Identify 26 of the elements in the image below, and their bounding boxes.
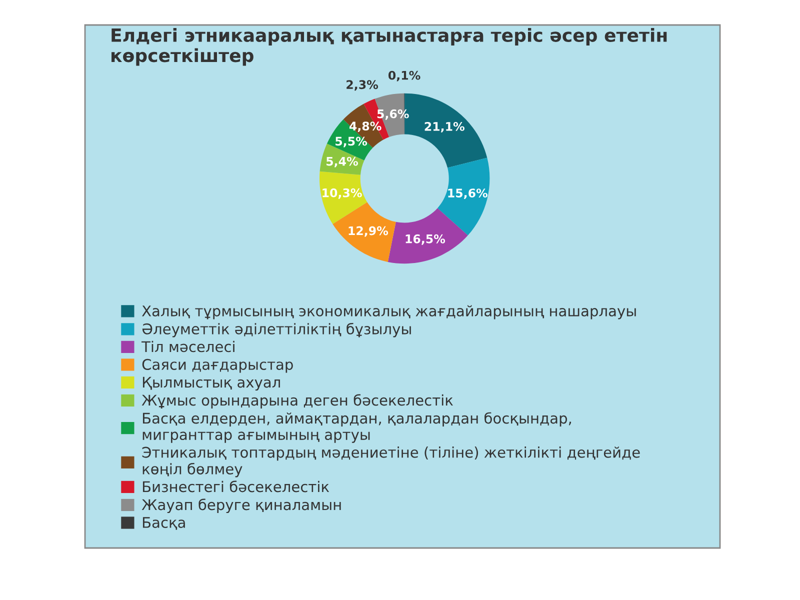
legend-label: Саяси дағдарыстар bbox=[142, 358, 293, 373]
data-label: 4,8% bbox=[349, 122, 382, 132]
data-label: 21,1% bbox=[424, 122, 464, 132]
legend-label: Жұмыс орындарына деген бәсекелестік bbox=[142, 394, 453, 409]
data-label: 16,5% bbox=[406, 234, 446, 245]
donut-slice bbox=[388, 208, 468, 264]
data-label: 5,4% bbox=[326, 156, 358, 168]
legend-label: Жауап беруге қиналамын bbox=[142, 498, 341, 514]
legend-label: Тіл мәселесі bbox=[142, 340, 234, 352]
data-label: 0,1% bbox=[388, 70, 420, 82]
donut-slice bbox=[332, 202, 396, 262]
data-label: 5,5% bbox=[336, 136, 368, 148]
data-label: 15,6% bbox=[448, 188, 488, 200]
data-label: 12,9% bbox=[348, 226, 388, 237]
donut-slice bbox=[319, 171, 368, 224]
legend-label: Қылмыстық ахуал bbox=[142, 376, 280, 391]
legend-label: Бизнестегі бәсекелестік bbox=[142, 480, 330, 492]
legend-label: Этникалық топтардың мәдениетіне (тіліне) жеткілікті деңгейде көңіл бөлмеу bbox=[142, 446, 640, 478]
legend-label: Басқа елдерден, аймақтардан, қалалардан босқындар, мигранттар ағымының артуы bbox=[142, 412, 572, 443]
data-label: 10,3% bbox=[322, 188, 362, 199]
donut-slice bbox=[437, 158, 490, 236]
legend-label: Басқа bbox=[142, 517, 185, 530]
legend-label: Әлеуметтік әділеттіліктің бұзылуы bbox=[142, 322, 411, 338]
chart-title: Елдегі этникааралық қатынастарға теріс әсер ететін көрсеткіштер bbox=[112, 28, 667, 66]
data-label: 2,3% bbox=[346, 80, 378, 91]
legend-label: Халық тұрмысының экономикалық жағдайларының нашарлауы bbox=[142, 305, 636, 320]
